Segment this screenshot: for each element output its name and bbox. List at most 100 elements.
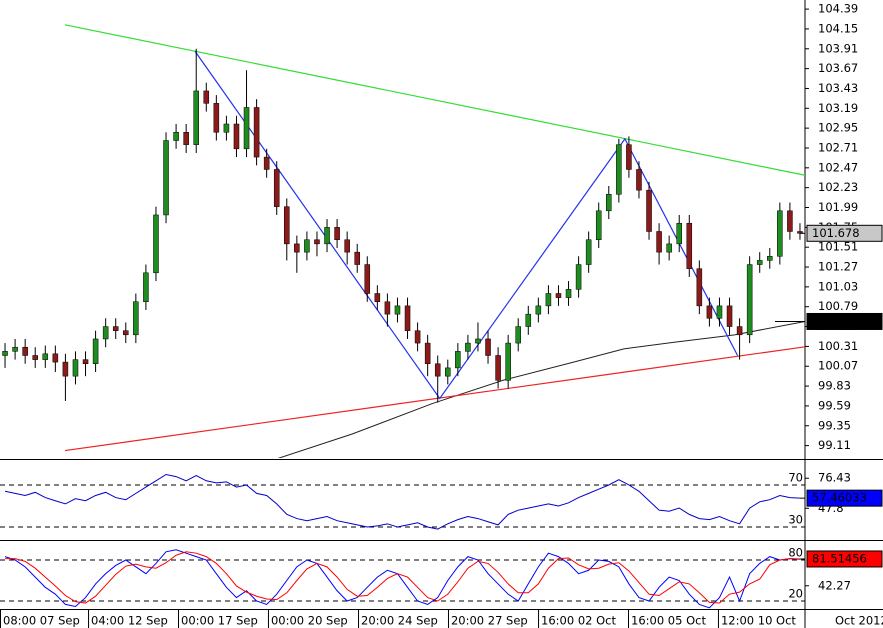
candle-body [455, 351, 461, 369]
candle-body [414, 330, 421, 344]
candle-body [62, 361, 69, 377]
candle-body [676, 222, 682, 245]
value-box [806, 312, 883, 330]
candle-body [505, 342, 511, 381]
y-tick-label: 101.51 [818, 240, 858, 254]
x-tick-label: 12:00 10 Oct [721, 614, 796, 628]
candle-body [294, 243, 300, 253]
candle-body [153, 214, 159, 274]
candle-body [545, 293, 552, 307]
y-tick-label: 99.83 [818, 379, 851, 393]
candle-body [606, 194, 612, 212]
candle-body [223, 123, 230, 133]
candle-body [324, 227, 330, 245]
candle-body [163, 140, 169, 216]
candle-body [2, 351, 8, 356]
y-tick-label: 99.59 [818, 398, 851, 412]
candle-body [616, 144, 622, 195]
candle-body [736, 326, 743, 336]
candle-body [233, 123, 240, 150]
candle-body [787, 210, 793, 232]
candle-body [565, 289, 572, 298]
value-box-label: 81.51456 [812, 551, 867, 565]
candle-body [525, 313, 532, 327]
y-tick-label: 102.47 [818, 160, 858, 174]
y-tick-label: 99.35 [818, 418, 851, 432]
level-label: 70 [788, 470, 803, 484]
candle-body [102, 326, 109, 340]
plot-area [2, 24, 805, 458]
candle-body [354, 251, 360, 265]
candle-body [666, 243, 672, 253]
candle-body [515, 326, 521, 344]
value-box-label: 57.46033 [812, 491, 867, 505]
y-tick-label: 102.23 [818, 180, 858, 194]
candle-body [193, 90, 199, 145]
y-tick-label: 103.43 [818, 81, 858, 95]
moving-average [277, 320, 805, 458]
y-tick-label: 104.39 [818, 2, 858, 16]
level-label: 20 [788, 586, 803, 600]
candle-body [686, 222, 693, 269]
candle-body [767, 256, 773, 261]
indicator-line [5, 551, 801, 604]
candle-body [424, 342, 431, 365]
x-tick-label: 20:00 27 Sep [451, 614, 528, 628]
value-box-label: 101.678 [812, 226, 860, 240]
y-tick-label: 99.11 [818, 438, 851, 452]
candle-body [777, 210, 783, 257]
candle-body [263, 156, 270, 170]
y-tick-label: 102.71 [818, 140, 858, 154]
candle-body [495, 355, 501, 381]
y-tick-label: 103.67 [818, 61, 858, 75]
level-label: 30 [788, 512, 803, 526]
candle-body [143, 272, 149, 303]
candle-body [656, 231, 662, 253]
x-tick-label: 20:00 24 Sep [361, 614, 438, 628]
candle-body [273, 169, 280, 207]
value-box [806, 489, 883, 507]
candle-body [213, 103, 220, 133]
x-tick-label: 08:00 07 Sep [3, 614, 80, 628]
candle-body [32, 355, 38, 360]
candle-body [726, 305, 733, 327]
candle-body [284, 206, 290, 245]
candle-body [253, 107, 260, 158]
candle-body [92, 338, 99, 365]
x-tick-label: 00:00 17 Sep [181, 614, 258, 628]
candle-body [243, 107, 250, 150]
candle-body [82, 359, 89, 365]
y-tick-label: 101.27 [818, 260, 858, 274]
trend-line [64, 24, 805, 176]
candle-body [636, 169, 642, 191]
candle-body [374, 293, 381, 303]
indicator-line [4, 549, 800, 609]
candle-body [72, 359, 79, 377]
value-box-label: 100.61135 [812, 314, 874, 328]
candle-body [434, 363, 441, 377]
candle-body [475, 338, 481, 344]
candle-body [756, 260, 763, 265]
candle-body [696, 268, 703, 307]
y-tick-label: 102.95 [818, 121, 858, 135]
candle-body [364, 264, 371, 294]
candle-body [575, 264, 582, 290]
period-label: Oct 2012 [835, 614, 883, 628]
candle-body [746, 264, 753, 336]
candle-body [535, 305, 542, 315]
candle-body [394, 305, 401, 315]
candle-body [595, 210, 602, 240]
candle-body [183, 132, 189, 145]
x-tick-label: 16:00 02 Oct [541, 614, 616, 628]
candle-body [445, 367, 451, 377]
candle-body [626, 144, 632, 170]
candle-body [404, 305, 411, 331]
candle-body [716, 305, 723, 319]
y-tick-label: 104.15 [818, 21, 858, 35]
y-tick-label: 100.07 [818, 359, 858, 373]
level-label: 80 [788, 546, 803, 560]
candle-body [52, 353, 59, 363]
candle-body [203, 90, 210, 104]
value-box [806, 550, 883, 568]
candle-body [485, 338, 491, 356]
